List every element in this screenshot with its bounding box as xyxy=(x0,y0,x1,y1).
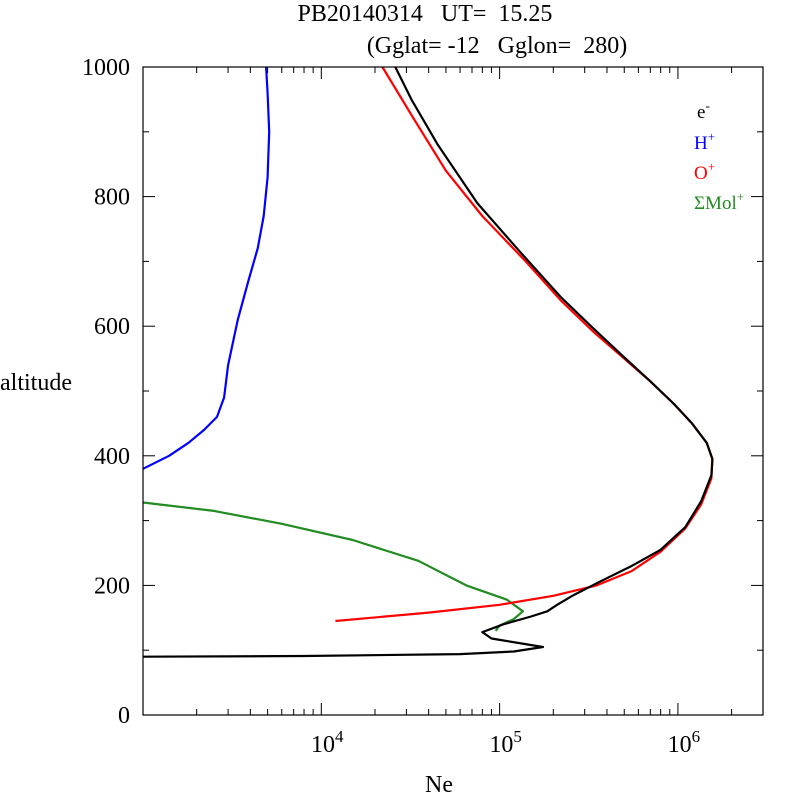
y-tick-label: 200 xyxy=(94,573,130,599)
y-tick-label: 600 xyxy=(94,314,130,340)
y-tick-label: 800 xyxy=(94,185,130,211)
x-axis-label: Ne xyxy=(425,772,453,796)
chart-title-line2: (Gglat= -12 Gglon= 280) xyxy=(367,33,627,59)
y-tick-labels: 0 200 400 600 800 1000 xyxy=(82,55,130,729)
series-line-oxygen-ion xyxy=(335,66,714,623)
legend-entry: O+ xyxy=(694,159,715,184)
axis-ticks xyxy=(142,66,764,716)
series-line-molecular-ion xyxy=(142,501,525,632)
legend-entry: H+ xyxy=(694,129,715,154)
y-tick-label: 1000 xyxy=(82,55,130,81)
y-axis-label: altitude xyxy=(0,370,72,396)
x-tick-label: 105 xyxy=(489,727,521,758)
legend: e- H+ O+ ΣMol+ xyxy=(694,98,744,214)
series-line-hydrogen-ion xyxy=(142,66,271,470)
plot-frame xyxy=(142,66,764,716)
y-tick-label: 400 xyxy=(94,444,130,470)
legend-entry: ΣMol+ xyxy=(694,189,744,214)
x-tick-label: 104 xyxy=(311,727,344,758)
x-tick-label: 106 xyxy=(668,727,701,758)
x-tick-labels: 104 105 106 xyxy=(311,727,700,758)
legend-entry: e- xyxy=(697,98,710,123)
series-layer xyxy=(142,66,714,658)
y-tick-label: 0 xyxy=(118,703,130,729)
series-line-electron xyxy=(142,66,714,658)
chart-title-line1: PB20140314 UT= 15.25 xyxy=(298,1,553,27)
